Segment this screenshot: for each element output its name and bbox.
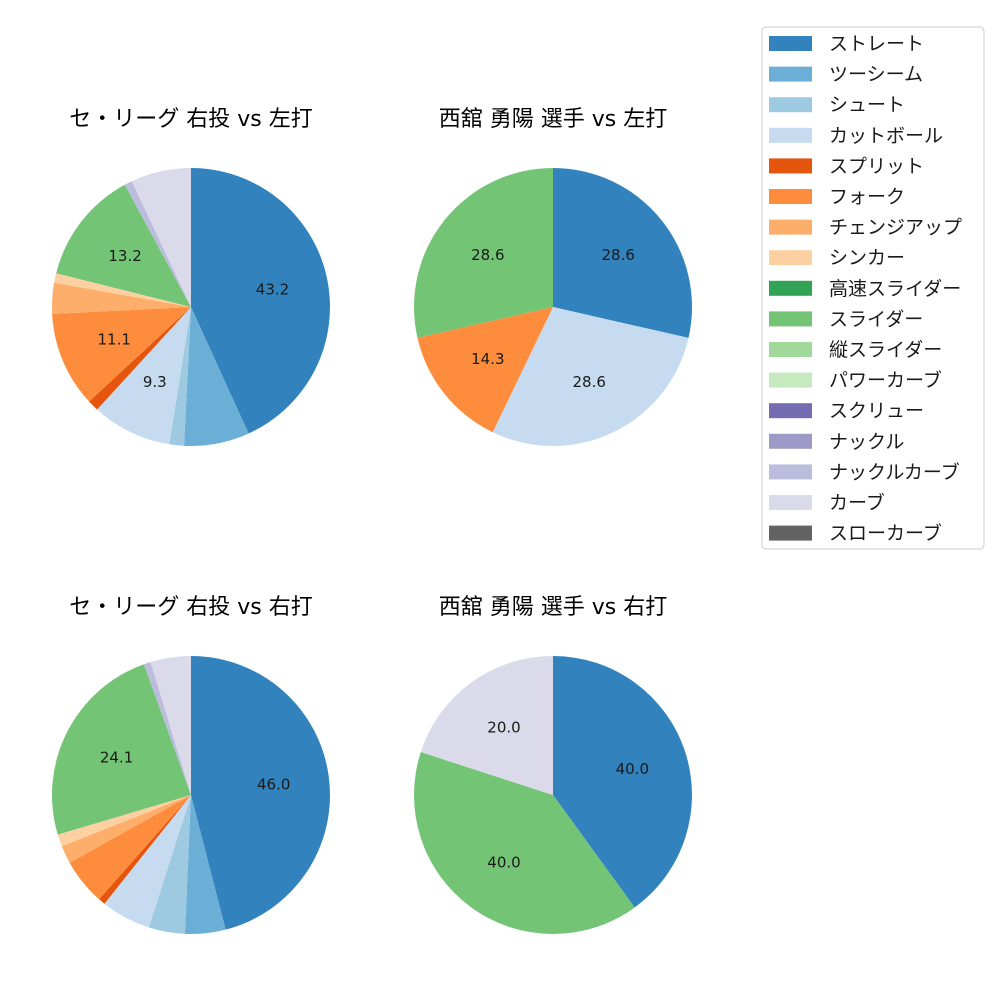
legend-label: パワーカーブ — [829, 369, 942, 392]
legend-swatch — [769, 464, 812, 480]
legend-label: スライダー — [829, 308, 923, 330]
legend-swatch — [769, 403, 812, 419]
pie-slice-スプリット — [89, 307, 191, 410]
legend-label: 高速スライダー — [829, 278, 961, 300]
pie-slice-フォーク — [52, 307, 192, 402]
pie-slice-ストレート — [553, 656, 692, 908]
legend-swatch — [769, 342, 812, 357]
pie-slice-スライダー — [52, 664, 191, 835]
legend-swatch — [769, 66, 812, 82]
pie-slice-カーブ — [131, 168, 191, 307]
slice-value-label: 13.2 — [108, 247, 141, 265]
pie-slice-ツーシーム — [184, 795, 226, 935]
legend-swatch — [769, 158, 812, 174]
slice-value-label: 14.3 — [471, 350, 504, 368]
legend-label: スクリュー — [829, 400, 924, 422]
pie-slice-カットボール — [492, 307, 689, 446]
legend-label: ツーシーム — [829, 64, 923, 86]
pie-slice-カーブ — [150, 656, 191, 795]
pie-slice-チェンジアップ — [52, 282, 191, 314]
pie-slice-ツーシーム — [184, 307, 249, 446]
pie-slice-スライダー — [414, 168, 553, 338]
pie-slice-シンカー — [54, 273, 192, 307]
legend-label: ナックルカーブ — [829, 460, 960, 483]
slice-value-label: 43.2 — [256, 280, 289, 298]
pie-slice-カーブ — [420, 656, 553, 795]
slice-value-label: 24.1 — [100, 748, 133, 766]
legend-swatch — [769, 36, 812, 51]
legend-label: カーブ — [829, 491, 885, 514]
pie-slice-スライダー — [56, 184, 192, 307]
legend-swatch — [769, 525, 812, 541]
pie-slice-ナックルカーブ — [143, 662, 191, 795]
legend-swatch — [769, 433, 812, 449]
chart-title: セ・リーグ 右投 vs 左打 — [69, 107, 312, 132]
pie-slice-フォーク — [417, 307, 553, 433]
pie-slice-カットボール — [104, 795, 191, 928]
legend-label: 縦スライダー — [829, 339, 942, 361]
legend: ストレートツーシームシュートカットボールスプリットフォークチェンジアップシンカー… — [761, 26, 985, 550]
pie-slice-スライダー — [413, 752, 635, 934]
slice-value-label: 28.6 — [471, 246, 504, 264]
legend-label: ナックル — [829, 431, 904, 453]
legend-label: シュート — [829, 94, 905, 116]
slice-value-label: 28.6 — [572, 373, 605, 391]
chart-title: セ・リーグ 右投 vs 右打 — [69, 595, 312, 620]
legend-swatch — [769, 97, 812, 113]
slice-value-label: 28.6 — [601, 246, 634, 264]
legend-swatch — [769, 127, 812, 143]
pie-slice-スプリット — [99, 795, 191, 904]
legend-label: ストレート — [829, 33, 924, 55]
pie-slice-ストレート — [191, 168, 330, 434]
slice-value-label: 20.0 — [487, 719, 520, 737]
legend-label: スローカーブ — [829, 522, 942, 545]
chart-title: 西舘 勇陽 選手 vs 右打 — [439, 595, 667, 620]
pie-slice-シンカー — [57, 795, 191, 847]
legend-swatch — [769, 219, 812, 235]
legend-swatch — [769, 311, 812, 327]
pie-slice-カットボール — [97, 307, 191, 445]
slice-value-label: 46.0 — [257, 776, 290, 794]
pie-slice-ストレート — [191, 656, 330, 930]
pie-slice-シュート — [169, 307, 191, 446]
pie-slice-フォーク — [69, 795, 191, 900]
pie-slice-ナックルカーブ — [124, 181, 191, 307]
legend-label: チェンジアップ — [829, 217, 962, 239]
legend-swatch — [769, 372, 812, 388]
legend-label: フォーク — [829, 186, 905, 208]
legend-label: シンカー — [829, 247, 905, 269]
slice-value-label: 40.0 — [487, 854, 520, 872]
legend-label: スプリット — [829, 155, 924, 177]
slice-value-label: 40.0 — [616, 760, 649, 778]
legend-swatch — [769, 495, 812, 510]
pie-slice-ストレート — [553, 168, 692, 338]
legend-frame — [761, 26, 985, 550]
pie-chart-3: セ・リーグ 右投 vs 右打 46.0 24.1 — [52, 595, 330, 935]
legend-swatch — [769, 280, 812, 296]
legend-label: カットボール — [829, 125, 943, 147]
chart-title: 西舘 勇陽 選手 vs 左打 — [439, 107, 667, 132]
pie-chart-2: 西舘 勇陽 選手 vs 左打 28.6 28.6 14.3 28.6 — [414, 107, 692, 446]
pie-chart-1: セ・リーグ 右投 vs 左打 43.2 9.3 11.1 13.2 — [52, 107, 330, 446]
legend-swatch — [769, 250, 812, 266]
legend-swatch — [769, 189, 812, 204]
pie-chart-4: 西舘 勇陽 選手 vs 右打 40.0 40.0 20.0 — [413, 595, 692, 934]
slice-value-label: 11.1 — [97, 330, 130, 348]
slice-value-label: 9.3 — [143, 373, 167, 391]
pie-slice-チェンジアップ — [61, 795, 192, 863]
pie-slice-シュート — [148, 795, 191, 934]
